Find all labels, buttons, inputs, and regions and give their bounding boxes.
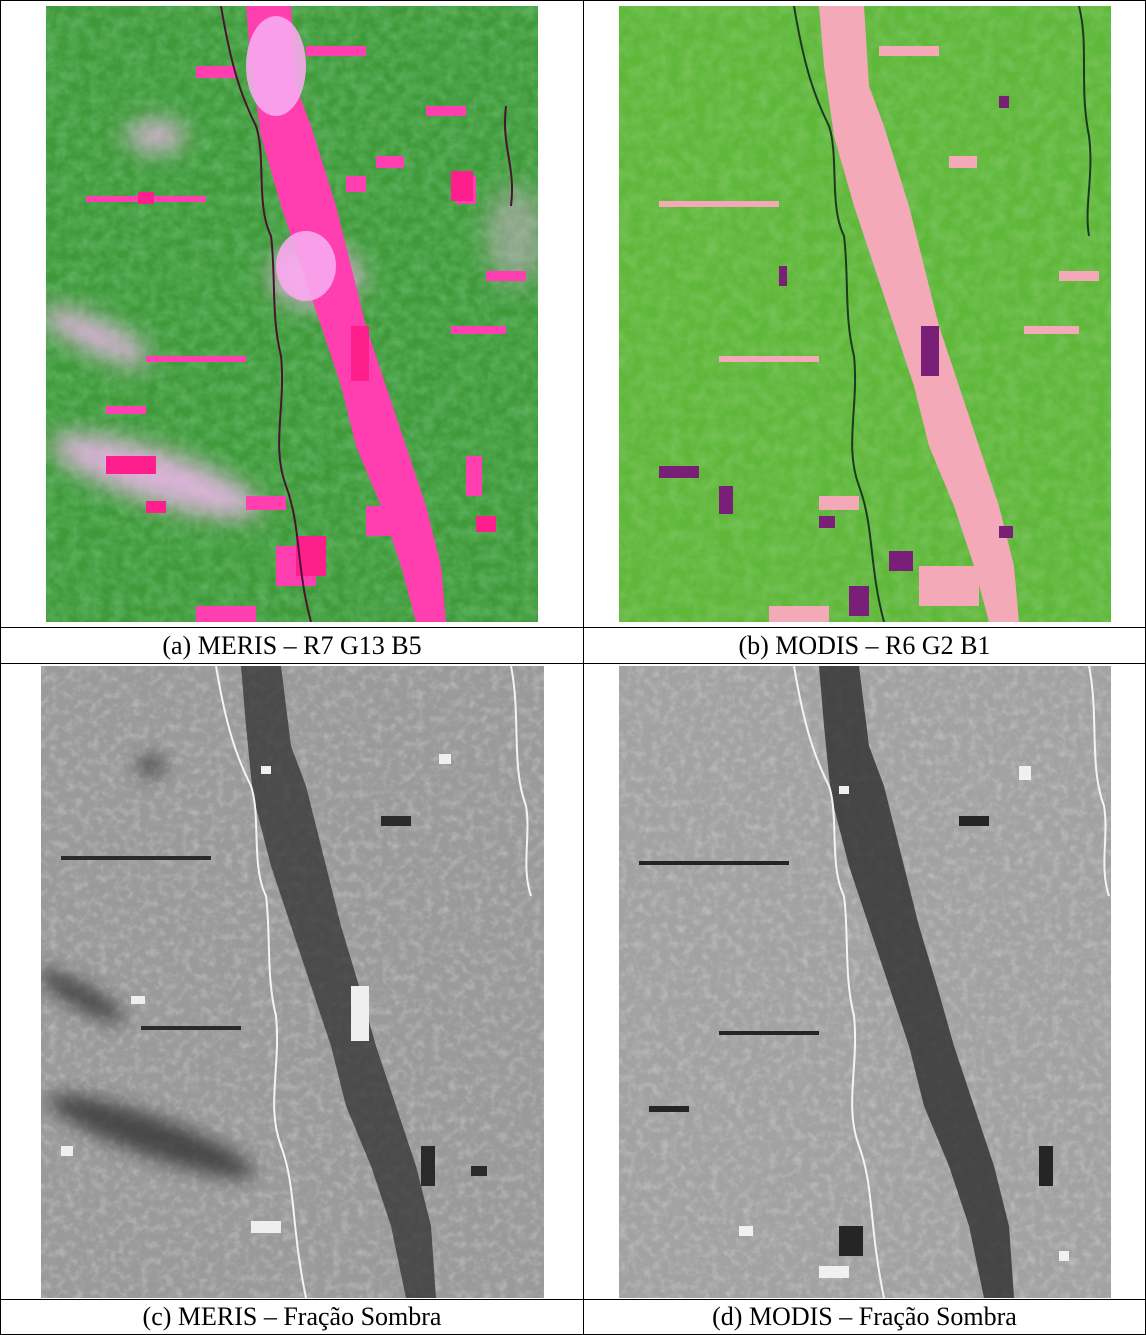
panel-a-image (46, 6, 538, 622)
panel-b-caption: (b) MODIS – R6 G2 B1 (583, 627, 1146, 664)
panel-c-caption: (c) MERIS – Fração Sombra (0, 1299, 584, 1335)
panel-a-caption: (a) MERIS – R7 G13 B5 (0, 627, 584, 664)
panel-b-frame (583, 0, 1146, 628)
panel-d-frame (583, 663, 1146, 1300)
panel-a-frame (0, 0, 584, 628)
panel-d-caption: (d) MODIS – Fração Sombra (583, 1299, 1146, 1335)
panel-d-image (618, 665, 1111, 1298)
panel-c-image (40, 665, 544, 1298)
panel-c-frame (0, 663, 584, 1300)
panel-b-image (618, 6, 1111, 622)
